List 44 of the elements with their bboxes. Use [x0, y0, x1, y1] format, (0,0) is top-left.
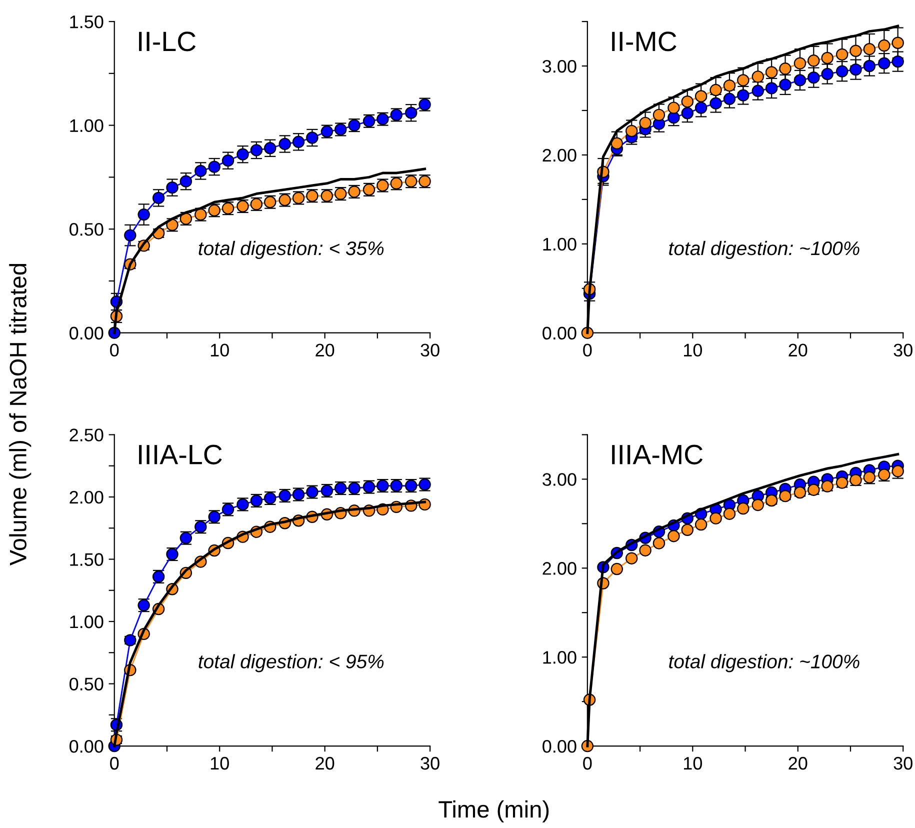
y-tick-label: 0.00 — [542, 740, 576, 753]
x-tick-label: 10 — [684, 756, 702, 770]
y-tick-label: 2.00 — [70, 490, 104, 504]
annotation: total digestion: < 95% — [198, 654, 384, 672]
x-tick-label: 20 — [316, 344, 334, 357]
x-tick-label: 30 — [894, 756, 912, 770]
x-tick-label: 30 — [894, 344, 912, 357]
y-tick-label: 2.50 — [70, 428, 104, 442]
x-tick-label: 20 — [788, 344, 808, 357]
y-tick-label: 0.50 — [70, 223, 104, 236]
y-tick-label: 0.50 — [70, 678, 104, 690]
x-tick-label: 0 — [583, 344, 592, 357]
y-tick-label: 3.00 — [542, 60, 576, 73]
x-tick-label: 10 — [210, 756, 229, 770]
annotation: total digestion: ~100% — [669, 654, 860, 672]
chart-title: II-MC — [612, 32, 676, 52]
y-tick-label: 3.00 — [542, 473, 576, 486]
x-tick-label: 20 — [316, 756, 334, 770]
x-tick-label: 10 — [210, 344, 229, 357]
x-tick-label: 0 — [583, 756, 592, 770]
chart-title: IIIA-LC — [139, 444, 222, 464]
y-tick-label: 1.50 — [70, 15, 104, 28]
annotation: total digestion: ~100% — [669, 240, 860, 260]
y-tick-label: 0.00 — [70, 740, 104, 753]
y-tick-label: 1.00 — [70, 119, 104, 132]
x-tick-label: 0 — [110, 756, 119, 770]
y-tick-label: 0.00 — [70, 326, 104, 340]
y-tick-label: 1.00 — [543, 238, 576, 251]
y-tick-label: 2.00 — [542, 148, 576, 162]
x-tick-label: 10 — [684, 344, 702, 357]
y-tick-label: 1.50 — [70, 553, 104, 566]
x-tick-label: 30 — [420, 756, 440, 770]
x-axis-title: Time (min) — [438, 800, 549, 822]
chart-title: IIIA-MC — [612, 444, 703, 464]
annotation: total digestion: < 35% — [198, 240, 384, 260]
x-tick-label: 20 — [788, 756, 808, 770]
x-tick-label: 30 — [420, 344, 440, 357]
y-tick-label: 2.00 — [542, 562, 576, 575]
x-tick-label: 0 — [110, 344, 119, 357]
chart-title: II-LC — [139, 32, 196, 52]
y-tick-label: 1.00 — [543, 651, 576, 664]
y-tick-label: 1.00 — [70, 615, 104, 628]
y-axis-title: Volume (ml) of NaOH titrated — [9, 264, 32, 566]
y-tick-label: 0.00 — [542, 326, 576, 340]
